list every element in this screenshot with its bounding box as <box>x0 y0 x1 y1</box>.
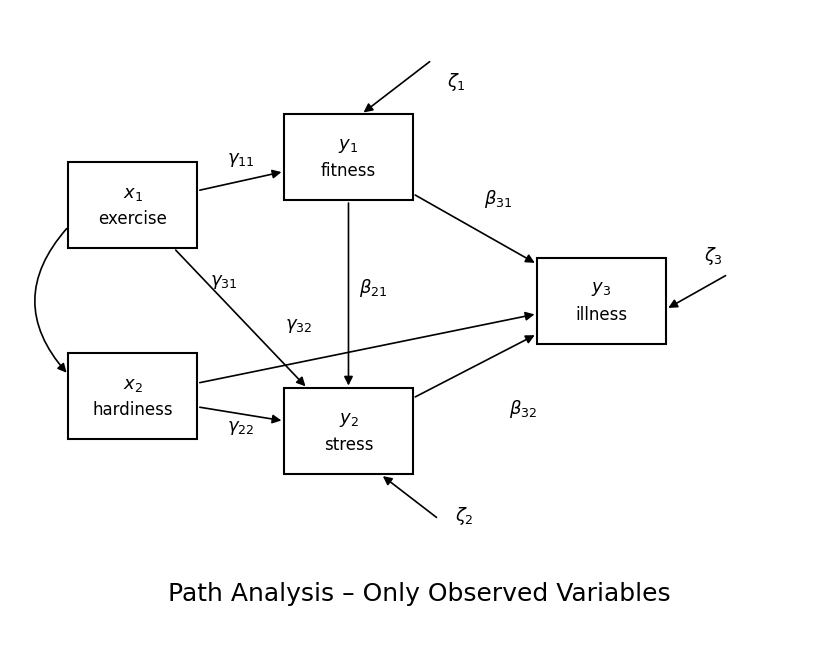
Text: $\gamma_{22}$: $\gamma_{22}$ <box>227 419 254 437</box>
Text: illness: illness <box>576 306 628 324</box>
Text: hardiness: hardiness <box>92 401 173 419</box>
FancyBboxPatch shape <box>284 388 413 474</box>
FancyBboxPatch shape <box>537 258 666 344</box>
Text: $\gamma_{32}$: $\gamma_{32}$ <box>285 317 313 335</box>
Text: $\gamma_{11}$: $\gamma_{11}$ <box>227 151 255 169</box>
Text: $\gamma_{31}$: $\gamma_{31}$ <box>210 273 238 291</box>
Text: exercise: exercise <box>98 210 168 228</box>
Text: $\zeta_3$: $\zeta_3$ <box>704 245 723 267</box>
FancyBboxPatch shape <box>69 162 197 248</box>
Text: $y_1$: $y_1$ <box>339 137 359 155</box>
Text: $\beta_{32}$: $\beta_{32}$ <box>509 398 537 420</box>
Text: $\zeta_2$: $\zeta_2$ <box>455 505 474 526</box>
Text: $\beta_{21}$: $\beta_{21}$ <box>360 277 387 299</box>
Text: $\zeta_1$: $\zeta_1$ <box>447 71 466 93</box>
FancyBboxPatch shape <box>284 114 413 200</box>
Text: stress: stress <box>323 437 373 454</box>
Text: $y_3$: $y_3$ <box>592 280 612 298</box>
Text: Path Analysis – Only Observed Variables: Path Analysis – Only Observed Variables <box>168 582 670 606</box>
Text: $x_1$: $x_1$ <box>122 185 142 203</box>
Text: $x_2$: $x_2$ <box>123 376 142 394</box>
FancyBboxPatch shape <box>69 353 197 439</box>
Text: fitness: fitness <box>321 162 376 180</box>
Text: $\beta_{31}$: $\beta_{31}$ <box>484 187 512 210</box>
Text: $y_2$: $y_2$ <box>339 411 359 429</box>
FancyArrowPatch shape <box>35 229 66 371</box>
